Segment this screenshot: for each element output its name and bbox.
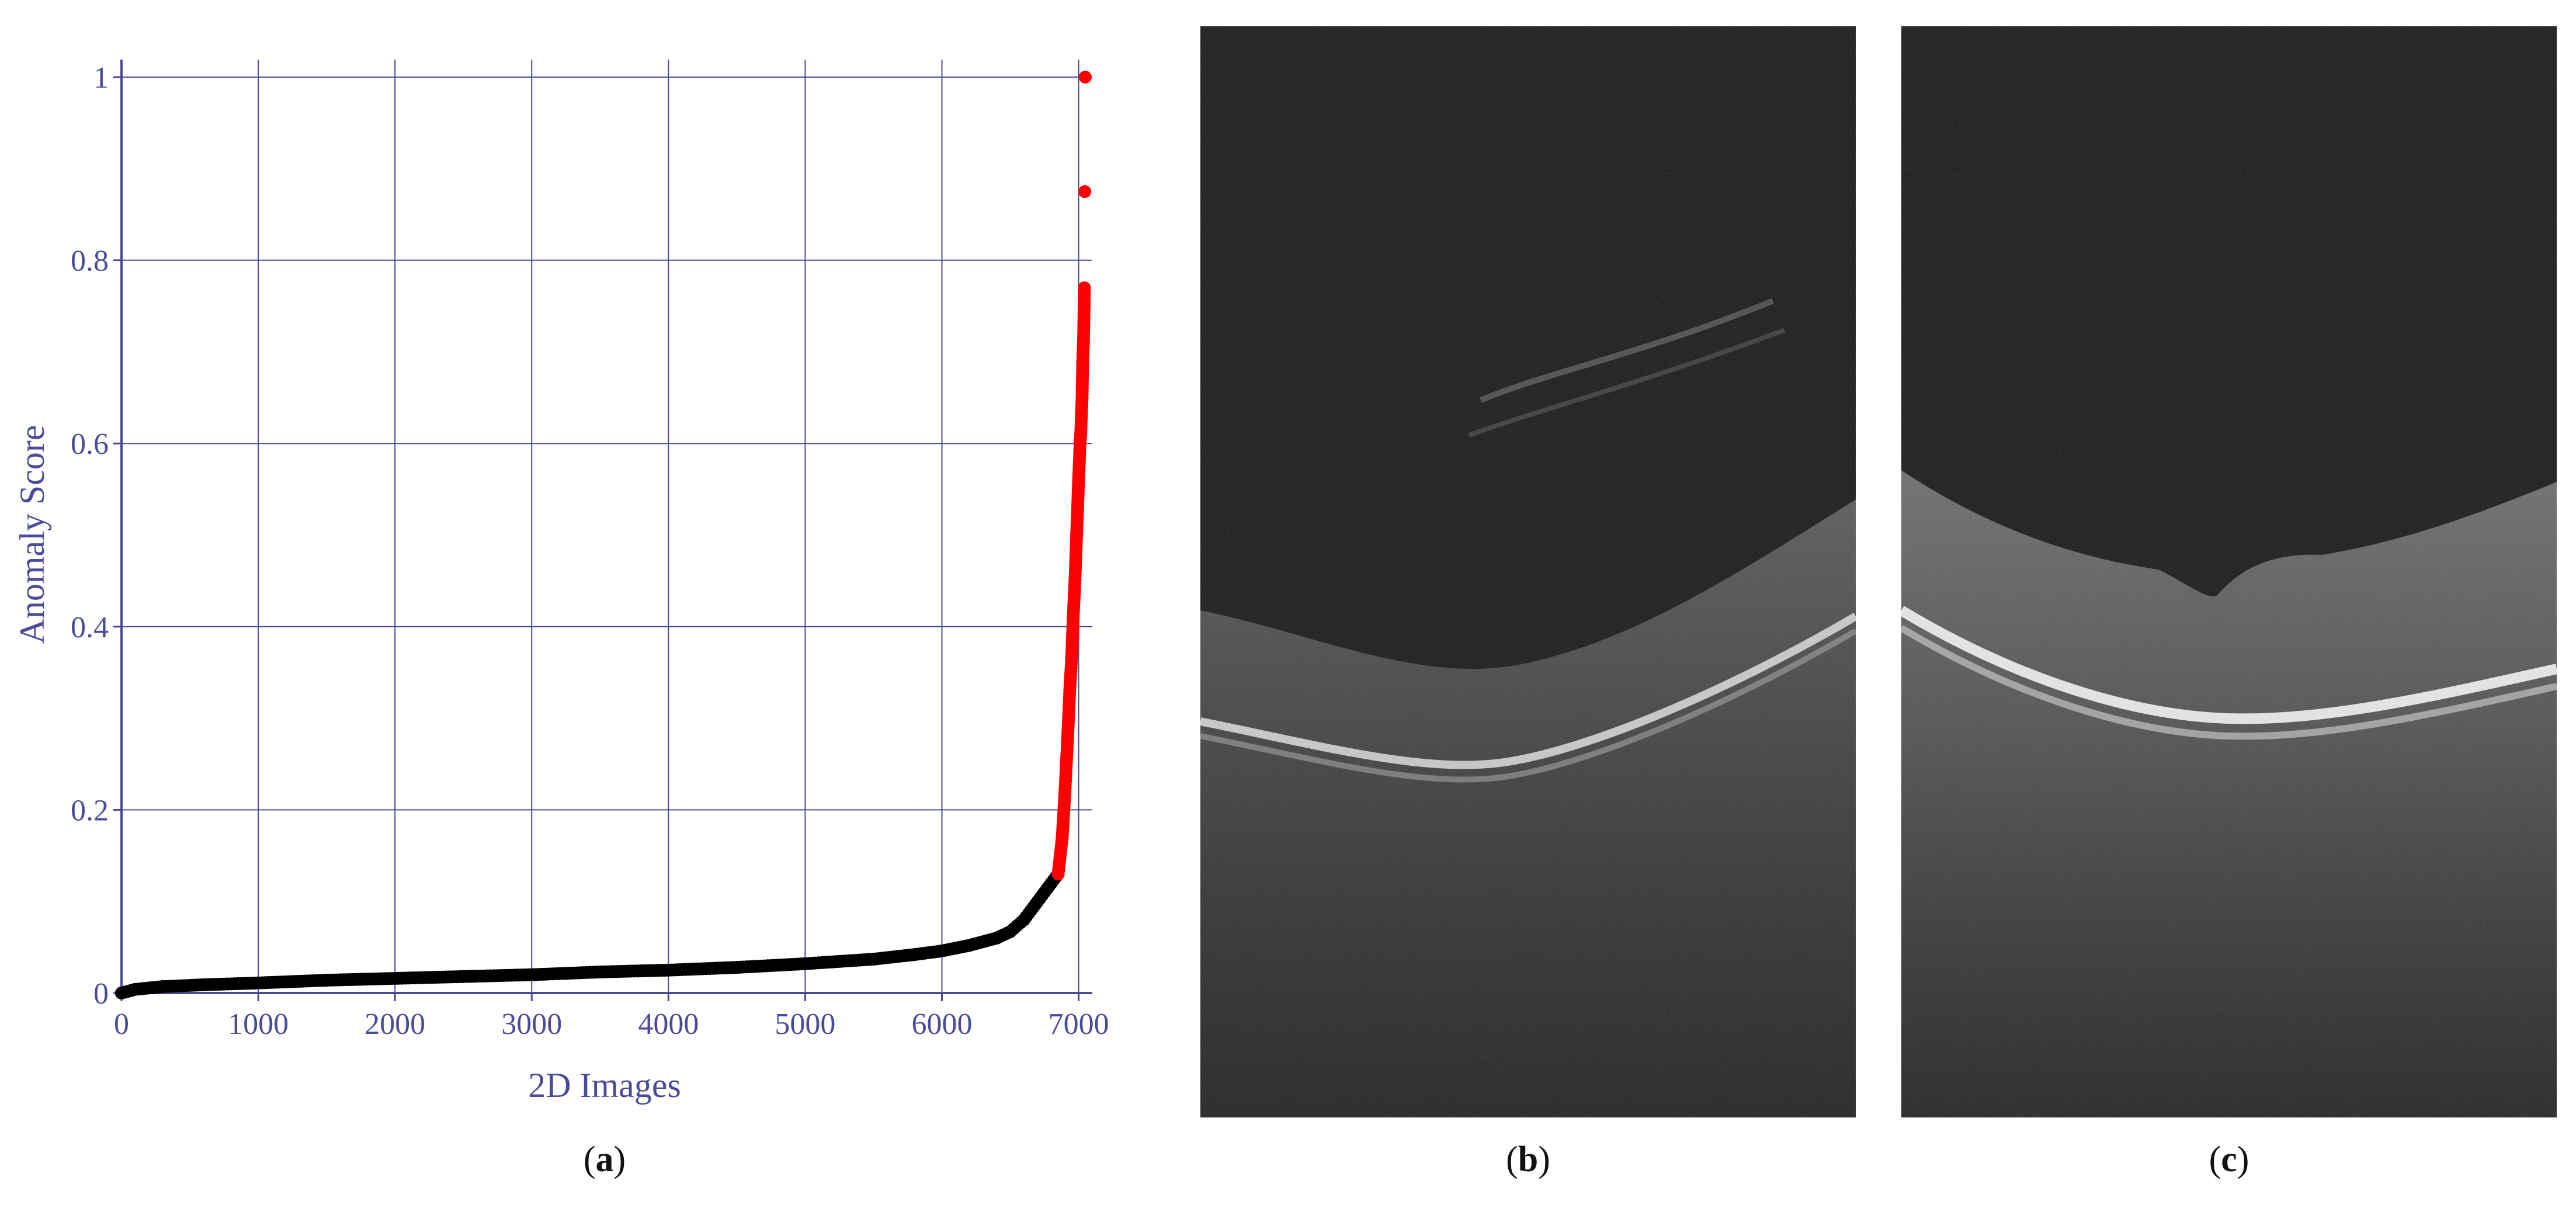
x-axis-title: 2D Images [528,1066,681,1105]
data-point [935,944,949,957]
data-point [1075,391,1089,404]
data-point [388,971,402,985]
data-point [990,931,1004,945]
x-tick-label: 4000 [638,1008,699,1041]
data-point [1078,71,1092,84]
data-point [662,963,675,977]
data-point [197,978,210,991]
data-point [1072,455,1086,468]
data-point [1076,355,1089,368]
x-tick-label: 3000 [501,1008,562,1041]
x-tick-label: 0 [114,1008,129,1041]
data-point [1044,876,1058,890]
data-point [1077,336,1090,349]
data-point [320,974,334,987]
data-point [1061,730,1074,743]
chart-grid [121,60,1092,994]
data-point [1051,867,1065,881]
y-tick-label: 0 [93,977,109,1011]
x-tick-labels: 0 1000 2000 3000 4000 5000 6000 7000 [114,1008,1109,1041]
data-point [1067,611,1080,624]
data-point [1056,831,1069,844]
oct-scan-image-c [1901,26,2557,1117]
data-point [1077,318,1091,331]
data-point [1069,556,1082,570]
x-tick-label: 1000 [228,1008,289,1041]
x-tick-label: 7000 [1049,1008,1109,1041]
x-tick-label: 2000 [364,1008,425,1041]
chart-axes [113,60,1092,1001]
caption-c: (c) [2209,1140,2249,1179]
data-point [1058,785,1072,799]
anomaly-score-chart: 0 1000 2000 3000 4000 5000 6000 7000 0 0.2 0.4 0.6… [13,60,1109,1105]
data-point [1063,684,1077,697]
y-tick-label: 0.8 [71,245,109,278]
data-point [867,952,880,966]
data-point [1031,895,1044,908]
data-point [1070,529,1084,541]
data-point [1071,492,1085,505]
data-point [1073,437,1086,450]
data-point [1074,428,1088,441]
data-point [1078,281,1091,294]
x-tick-label: 6000 [912,1008,973,1041]
data-point [799,957,812,970]
y-tick-labels: 0 0.2 0.4 0.6 0.8 1 [71,61,109,1011]
data-point [1017,913,1030,926]
data-point [156,980,169,994]
data-point [593,965,607,978]
data-point [1072,473,1085,487]
oct-scan-image-b [1200,26,1856,1117]
data-point [1075,409,1088,423]
data-point [963,939,976,952]
data-point [1065,647,1078,661]
data-point [1078,185,1092,198]
data-point [457,970,470,983]
x-tick-label: 5000 [775,1008,835,1041]
data-point [252,976,265,990]
data-point [1004,925,1017,938]
caption-a: (a) [583,1140,626,1179]
chart-series [115,71,1092,999]
y-tick-label: 1 [93,61,109,95]
data-point [908,948,921,961]
data-point [129,983,142,996]
caption-b: (b) [1506,1140,1550,1179]
y-tick-label: 0.2 [71,794,109,827]
series-0 [115,867,1065,999]
data-point [1077,300,1091,313]
data-point [525,968,539,981]
y-tick-label: 0.4 [71,611,109,644]
data-point [1071,510,1084,523]
y-axis-title: Anomaly Score [13,425,51,644]
data-point [115,987,128,999]
data-point [730,961,744,974]
series-1 [1051,71,1092,881]
data-point [1068,584,1081,597]
y-tick-label: 0.6 [71,428,109,461]
